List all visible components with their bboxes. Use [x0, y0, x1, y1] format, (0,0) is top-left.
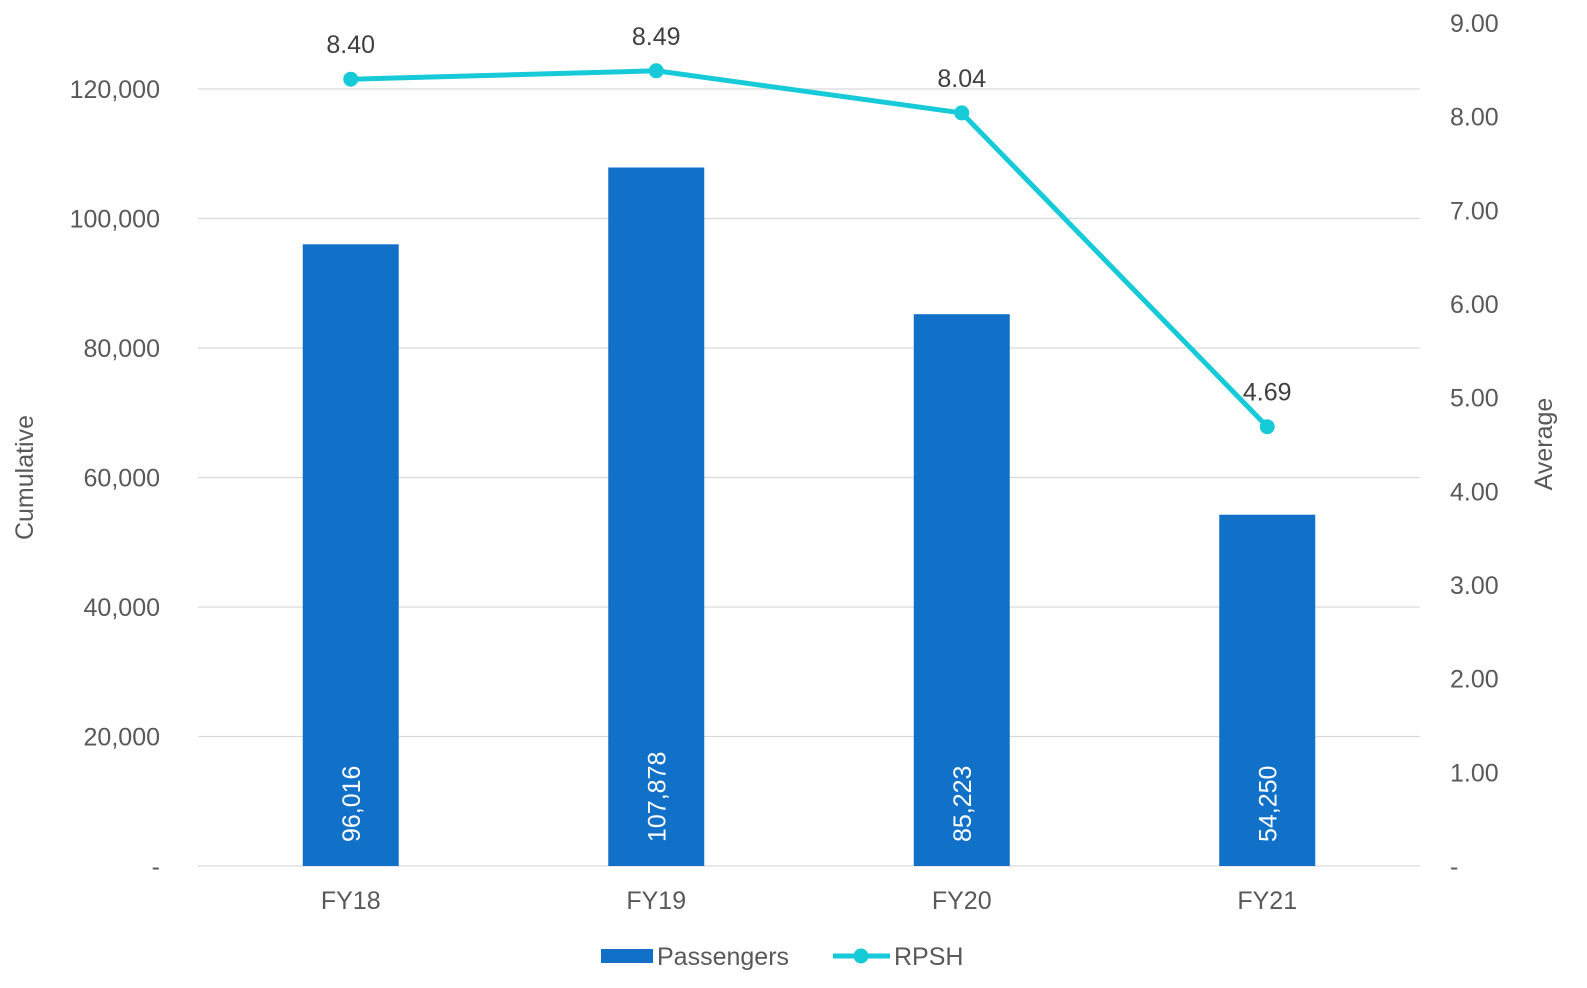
bar-data-label: 96,016	[338, 766, 366, 842]
bar-fy19	[608, 167, 705, 867]
y-right-tick-label: 2.00	[1450, 666, 1499, 694]
y-right-tick-label: 1.00	[1450, 759, 1499, 787]
y-left-tick-label: 20,000	[84, 724, 160, 752]
rpsh-point	[1259, 419, 1275, 435]
y-left-tick-label: 120,000	[70, 76, 160, 104]
rpsh-data-label: 8.40	[326, 31, 375, 59]
y-right-axis-title: Average	[1530, 398, 1558, 491]
y-left-tick-label: 80,000	[84, 335, 160, 363]
y-left-tick-label: 40,000	[84, 594, 160, 622]
y-right-tick-label: 9.00	[1450, 10, 1499, 38]
legend-passengers-swatch	[601, 949, 653, 963]
rpsh-point	[343, 71, 359, 87]
rpsh-line	[350, 68, 1270, 429]
y-right-tick-label: 6.00	[1450, 291, 1499, 319]
x-tick-label: FY21	[1237, 887, 1297, 915]
bar-data-label: 107,878	[643, 752, 671, 842]
y-right-tick-label: 7.00	[1450, 197, 1499, 225]
x-tick-label: FY19	[626, 887, 686, 915]
y-right-tick-label: 8.00	[1450, 104, 1499, 132]
bar-fy20	[913, 314, 1010, 867]
y-right-tick-label: -	[1450, 853, 1458, 881]
bar-data-label: 54,250	[1254, 766, 1282, 842]
legend-passengers-label: Passengers	[657, 943, 789, 971]
legend-rpsh-label: RPSH	[894, 943, 963, 971]
rpsh-data-label: 8.49	[632, 23, 681, 51]
bar-fy21	[1219, 514, 1316, 866]
y-left-tick-label: 100,000	[70, 206, 160, 234]
x-tick-label: FY18	[321, 887, 381, 915]
y-left-tick-label: 60,000	[84, 465, 160, 493]
rpsh-data-label: 8.04	[937, 65, 986, 93]
x-tick-label: FY20	[932, 887, 992, 915]
legend-rpsh-marker	[853, 948, 869, 964]
y-right-tick-label: 3.00	[1450, 572, 1499, 600]
rpsh-data-label: 4.69	[1243, 379, 1292, 407]
y-right-tick-label: 4.00	[1450, 478, 1499, 506]
rpsh-point	[954, 105, 970, 121]
y-left-axis-title: Cumulative	[11, 415, 39, 540]
bar-data-label: 85,223	[949, 766, 977, 842]
rpsh-point	[648, 63, 664, 79]
bar-fy18	[302, 244, 399, 867]
y-right-tick-label: 5.00	[1450, 385, 1499, 413]
y-left-tick-label: -	[152, 853, 160, 881]
